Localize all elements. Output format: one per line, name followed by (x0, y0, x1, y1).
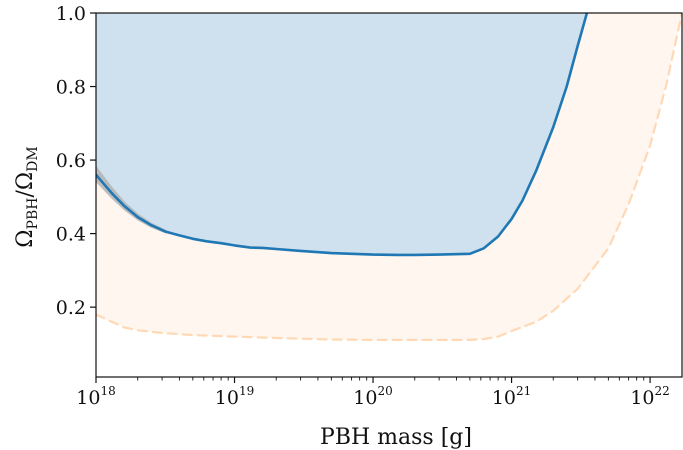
plot-area (96, 13, 682, 341)
x-tick-label: 1018 (76, 384, 115, 409)
y-axis-label-sep: /Ω (13, 172, 38, 198)
y-tick-label: 1.0 (56, 3, 86, 25)
series-line-0 (96, 13, 589, 257)
x-tick-label: 1020 (353, 384, 392, 409)
y-axis-label-sub2: DM (25, 146, 41, 172)
y-tick-label: 0.6 (56, 150, 86, 172)
y-tick-label: 0.4 (56, 224, 86, 246)
y-axis-label: ΩPBH/ΩDM (13, 146, 41, 247)
y-axis-label-main: Ω (13, 229, 38, 247)
x-tick-label: 1019 (215, 384, 254, 409)
series-line-1 (96, 13, 682, 341)
series-fill-0 (96, 13, 587, 255)
y-axis-label-sub1: PBH (25, 198, 41, 230)
uncertainty-band (96, 165, 166, 234)
x-tick-label: 1021 (492, 384, 531, 409)
y-tick-label: 0.8 (56, 77, 86, 99)
y-tick-label: 0.2 (56, 297, 86, 319)
tick-labels: 0.2 0.4 0.6 0.8 1.0 1018 1019 1020 1021 1022 (56, 3, 670, 409)
x-axis-label: PBH mass [g] (320, 425, 472, 450)
plot-frame (95, 12, 683, 378)
x-tick-label: 1022 (630, 384, 669, 409)
axes (90, 12, 683, 383)
